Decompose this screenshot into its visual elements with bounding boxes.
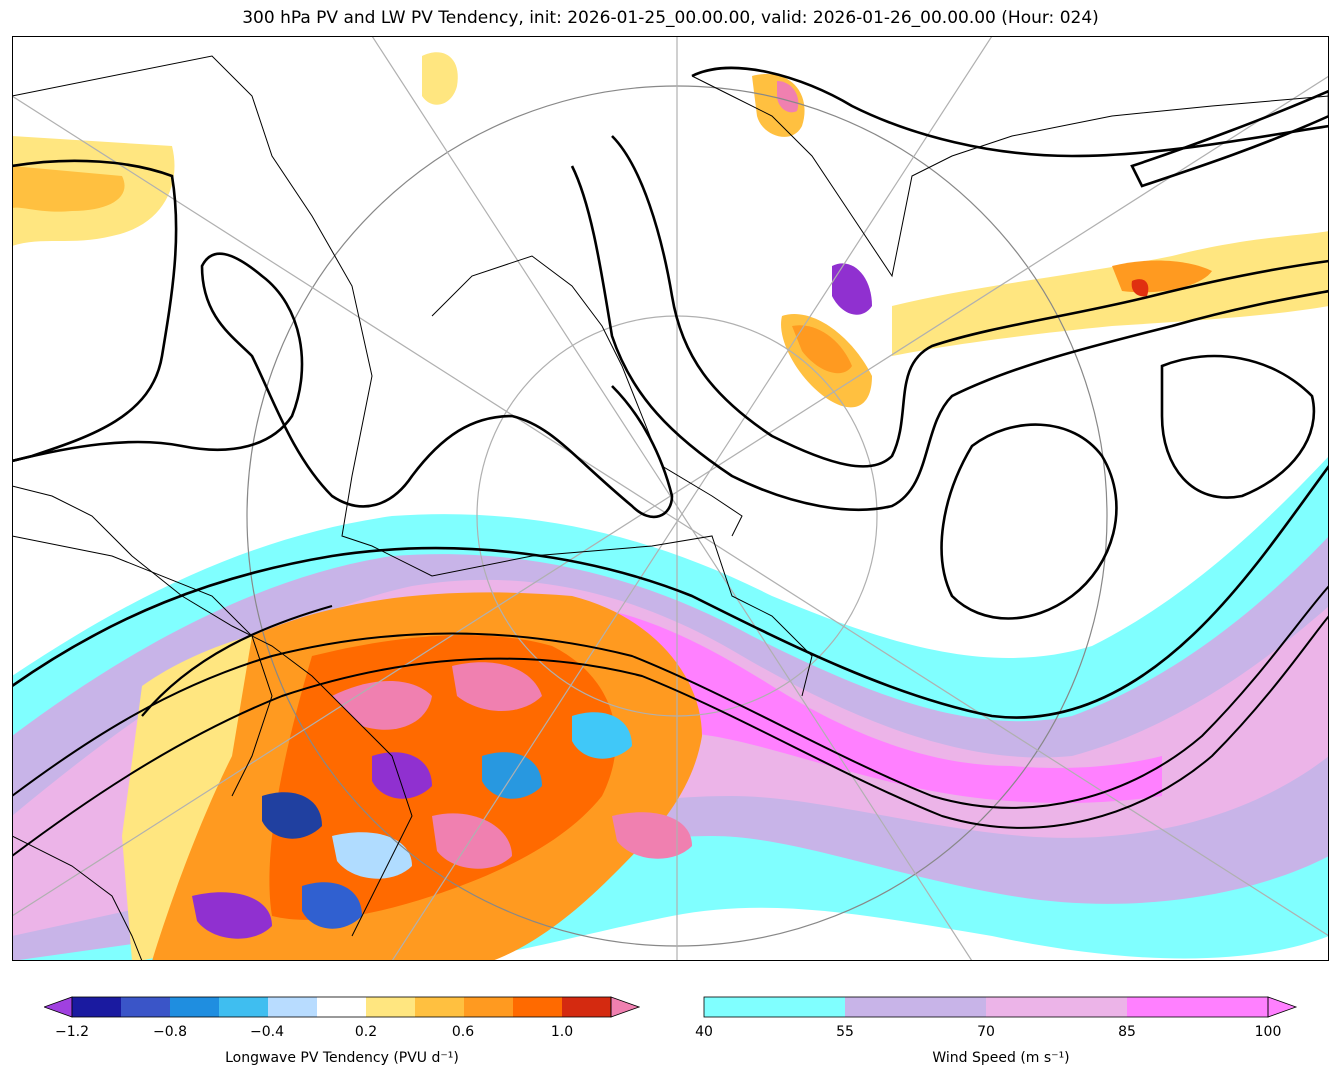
pv-tick-6: 1.0	[550, 1024, 574, 1040]
pv-colorbar-segment	[562, 997, 611, 1017]
pv-colorbar-segment	[72, 997, 121, 1017]
wind-colorbar-segment	[704, 997, 845, 1017]
pv-tick-4: 0.2	[354, 1024, 378, 1040]
pv-tick-3: −0.4	[250, 1024, 284, 1040]
wind-tick-1: 40	[695, 1024, 713, 1040]
plot-title: 300 hPa PV and LW PV Tendency, init: 202…	[242, 8, 1099, 28]
pv-extend-max	[610, 996, 640, 1018]
wind-colorbar-segment	[1127, 997, 1268, 1017]
pv-colorbar-segment	[317, 997, 366, 1017]
map-panel	[12, 36, 1329, 961]
wind-colorbar-segment	[986, 997, 1127, 1017]
wind-band-85	[532, 604, 1162, 803]
wind-colorbar-segment	[845, 997, 986, 1017]
pv-colorbar-segment	[415, 997, 464, 1017]
pv-colorbar-segment	[513, 997, 562, 1017]
pv-colorbar-segment	[219, 997, 268, 1017]
pv-colorbar-outline	[71, 996, 612, 1018]
pv-tick-1: −1.2	[55, 1024, 89, 1040]
pv-tendency-shading	[12, 52, 1329, 961]
pv-colorbar-segment	[464, 997, 513, 1017]
wind-tick-4: 85	[1118, 1024, 1136, 1040]
pv-colorbar-segment	[366, 997, 415, 1017]
pv-colorbar-label: Longwave PV Tendency (PVU d⁻¹)	[225, 1050, 459, 1066]
pv-colorbar-segment	[170, 997, 219, 1017]
graticule	[12, 36, 1329, 961]
pv-tendency-colorbar	[44, 996, 640, 1018]
wind-extend-max	[1267, 996, 1298, 1018]
map-frame	[12, 36, 1329, 961]
wind-tick-2: 55	[836, 1024, 854, 1040]
pv-colorbar-segment	[268, 997, 317, 1017]
wind-colorbar-outline	[703, 996, 1269, 1018]
pv-tick-5: 0.6	[451, 1024, 475, 1040]
wind-speed-colorbar	[703, 996, 1298, 1018]
wind-colorbar-label: Wind Speed (m s⁻¹)	[932, 1050, 1070, 1066]
pv-colorbar-segment	[121, 997, 170, 1017]
coastlines	[12, 55, 1329, 961]
wind-tick-3: 70	[977, 1024, 995, 1040]
pv-tick-2: −0.8	[153, 1024, 187, 1040]
pv-contours	[12, 66, 1329, 857]
pv-extend-min	[44, 996, 73, 1018]
wind-tick-5: 100	[1254, 1024, 1282, 1040]
